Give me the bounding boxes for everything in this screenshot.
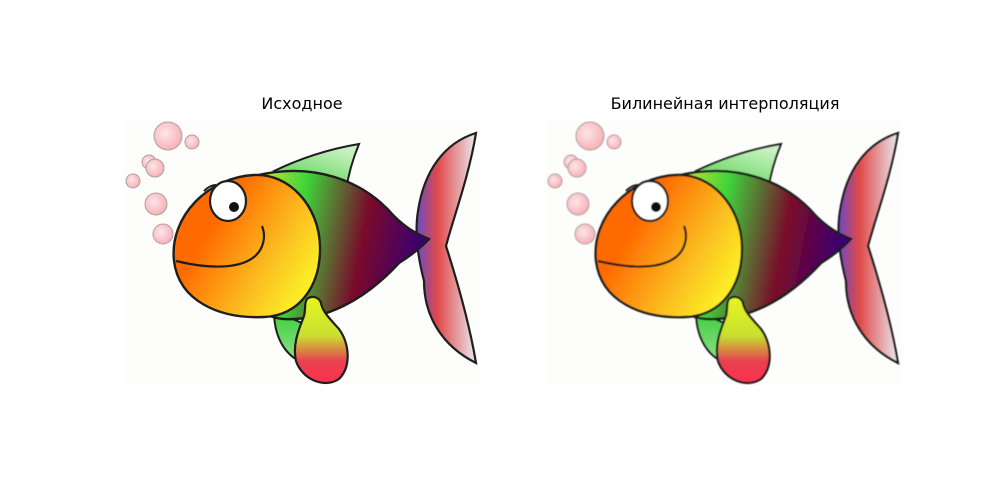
- bubble: [153, 121, 183, 151]
- mouth: [175, 225, 265, 268]
- bubble-group: [125, 121, 200, 245]
- fish-head: [594, 173, 744, 319]
- panel-title-original: Исходное: [261, 94, 343, 113]
- eye-pupil: [651, 202, 661, 212]
- bottom-fin: [293, 295, 349, 385]
- bubble: [606, 134, 622, 150]
- eye-white: [208, 179, 248, 223]
- eye-lash: [625, 184, 639, 192]
- fish-image-original: [124, 121, 480, 385]
- eye-pupil: [229, 202, 239, 212]
- bubble: [145, 158, 165, 178]
- bubble: [152, 223, 174, 245]
- bottom-fin: [715, 295, 771, 385]
- fish-head: [172, 173, 322, 319]
- bubble: [574, 223, 596, 245]
- bubble: [567, 158, 587, 178]
- tail-fin: [837, 131, 900, 365]
- mouth: [597, 225, 687, 268]
- eye-lash: [203, 184, 217, 192]
- bubble: [144, 192, 168, 216]
- bubble: [566, 192, 590, 216]
- bubble: [575, 121, 605, 151]
- eye-white: [630, 179, 670, 223]
- bubble: [547, 173, 563, 189]
- panel-title-bilinear: Билинейная интерполяция: [610, 94, 840, 113]
- bubble-group: [547, 121, 622, 245]
- fish-image-bilinear: [546, 121, 902, 385]
- bubble: [125, 173, 141, 189]
- tail-fin: [415, 131, 478, 365]
- bubble: [184, 134, 200, 150]
